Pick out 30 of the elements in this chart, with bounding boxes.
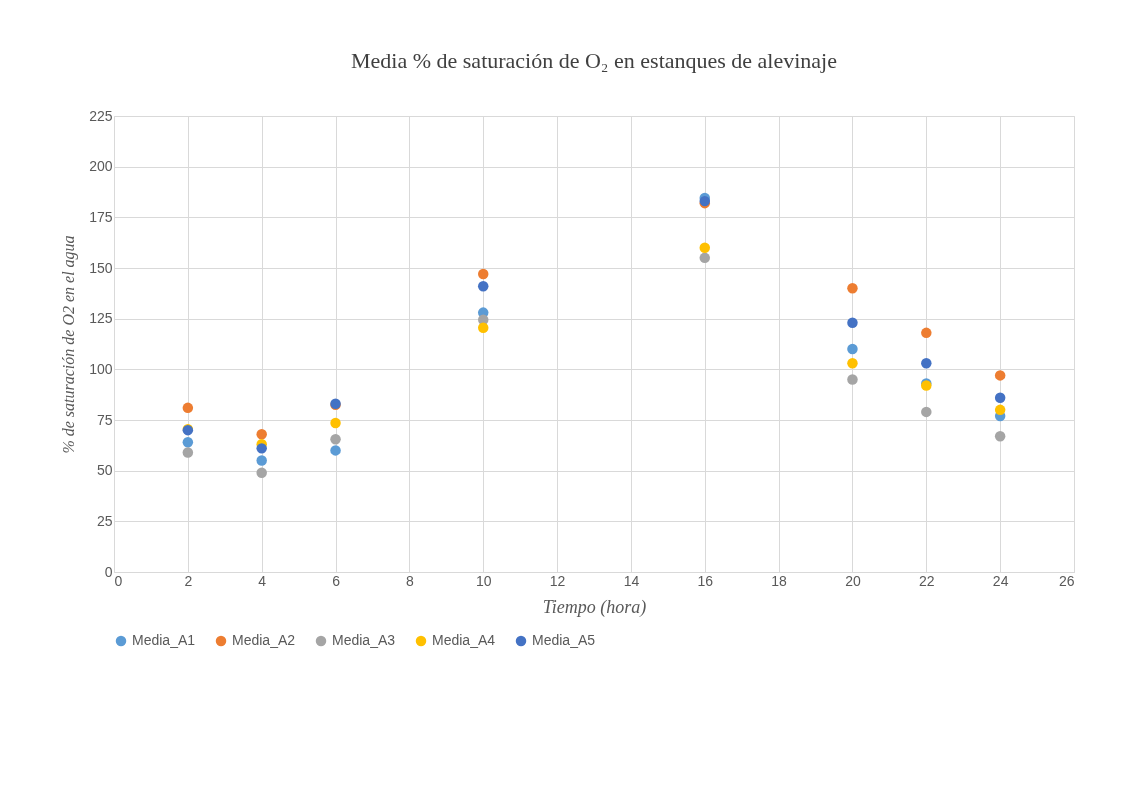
x-tick-label: 12 (549, 572, 566, 589)
x-tick-label: 4 (258, 572, 267, 589)
x-tick-label: 20 (845, 572, 861, 589)
y-tick-label: 100 (89, 360, 113, 377)
legend-label: Media_A3 (332, 632, 396, 648)
x-tick-label: 8 (405, 572, 414, 589)
y-tick-label: 25 (96, 512, 113, 529)
y-axis-title: % de saturación de O2 en el agua (60, 235, 79, 454)
x-tick-label: 14 (623, 572, 640, 589)
x-tick-label: 16 (697, 572, 714, 589)
x-tick-label: 2 (184, 572, 193, 589)
legend-label: Media_A2 (232, 632, 296, 648)
x-tick-label: 24 (992, 572, 1009, 589)
legend-label: Media_A5 (532, 632, 596, 648)
x-tick-label: 6 (332, 572, 341, 589)
legend-label: Media_A1 (132, 632, 196, 648)
y-tick-label: 175 (89, 208, 113, 225)
chart-title: Media % de saturación de O₂ en estanques de alevinaje (351, 48, 837, 73)
y-tick-label: 200 (89, 158, 113, 175)
y-tick-label: 225 (89, 107, 113, 124)
y-tick-label: 125 (89, 310, 113, 327)
x-tick-label: 18 (771, 572, 788, 589)
y-tick-label: 50 (96, 462, 113, 479)
x-tick-label: 22 (919, 572, 935, 589)
y-tick-label: 75 (96, 411, 113, 428)
x-tick-label: 26 (1058, 572, 1075, 589)
x-tick-label: 10 (475, 572, 492, 589)
x-axis-title: Tiempo (hora) (542, 596, 647, 618)
legend-label: Media_A4 (432, 632, 496, 648)
y-tick-label: 150 (89, 259, 113, 276)
